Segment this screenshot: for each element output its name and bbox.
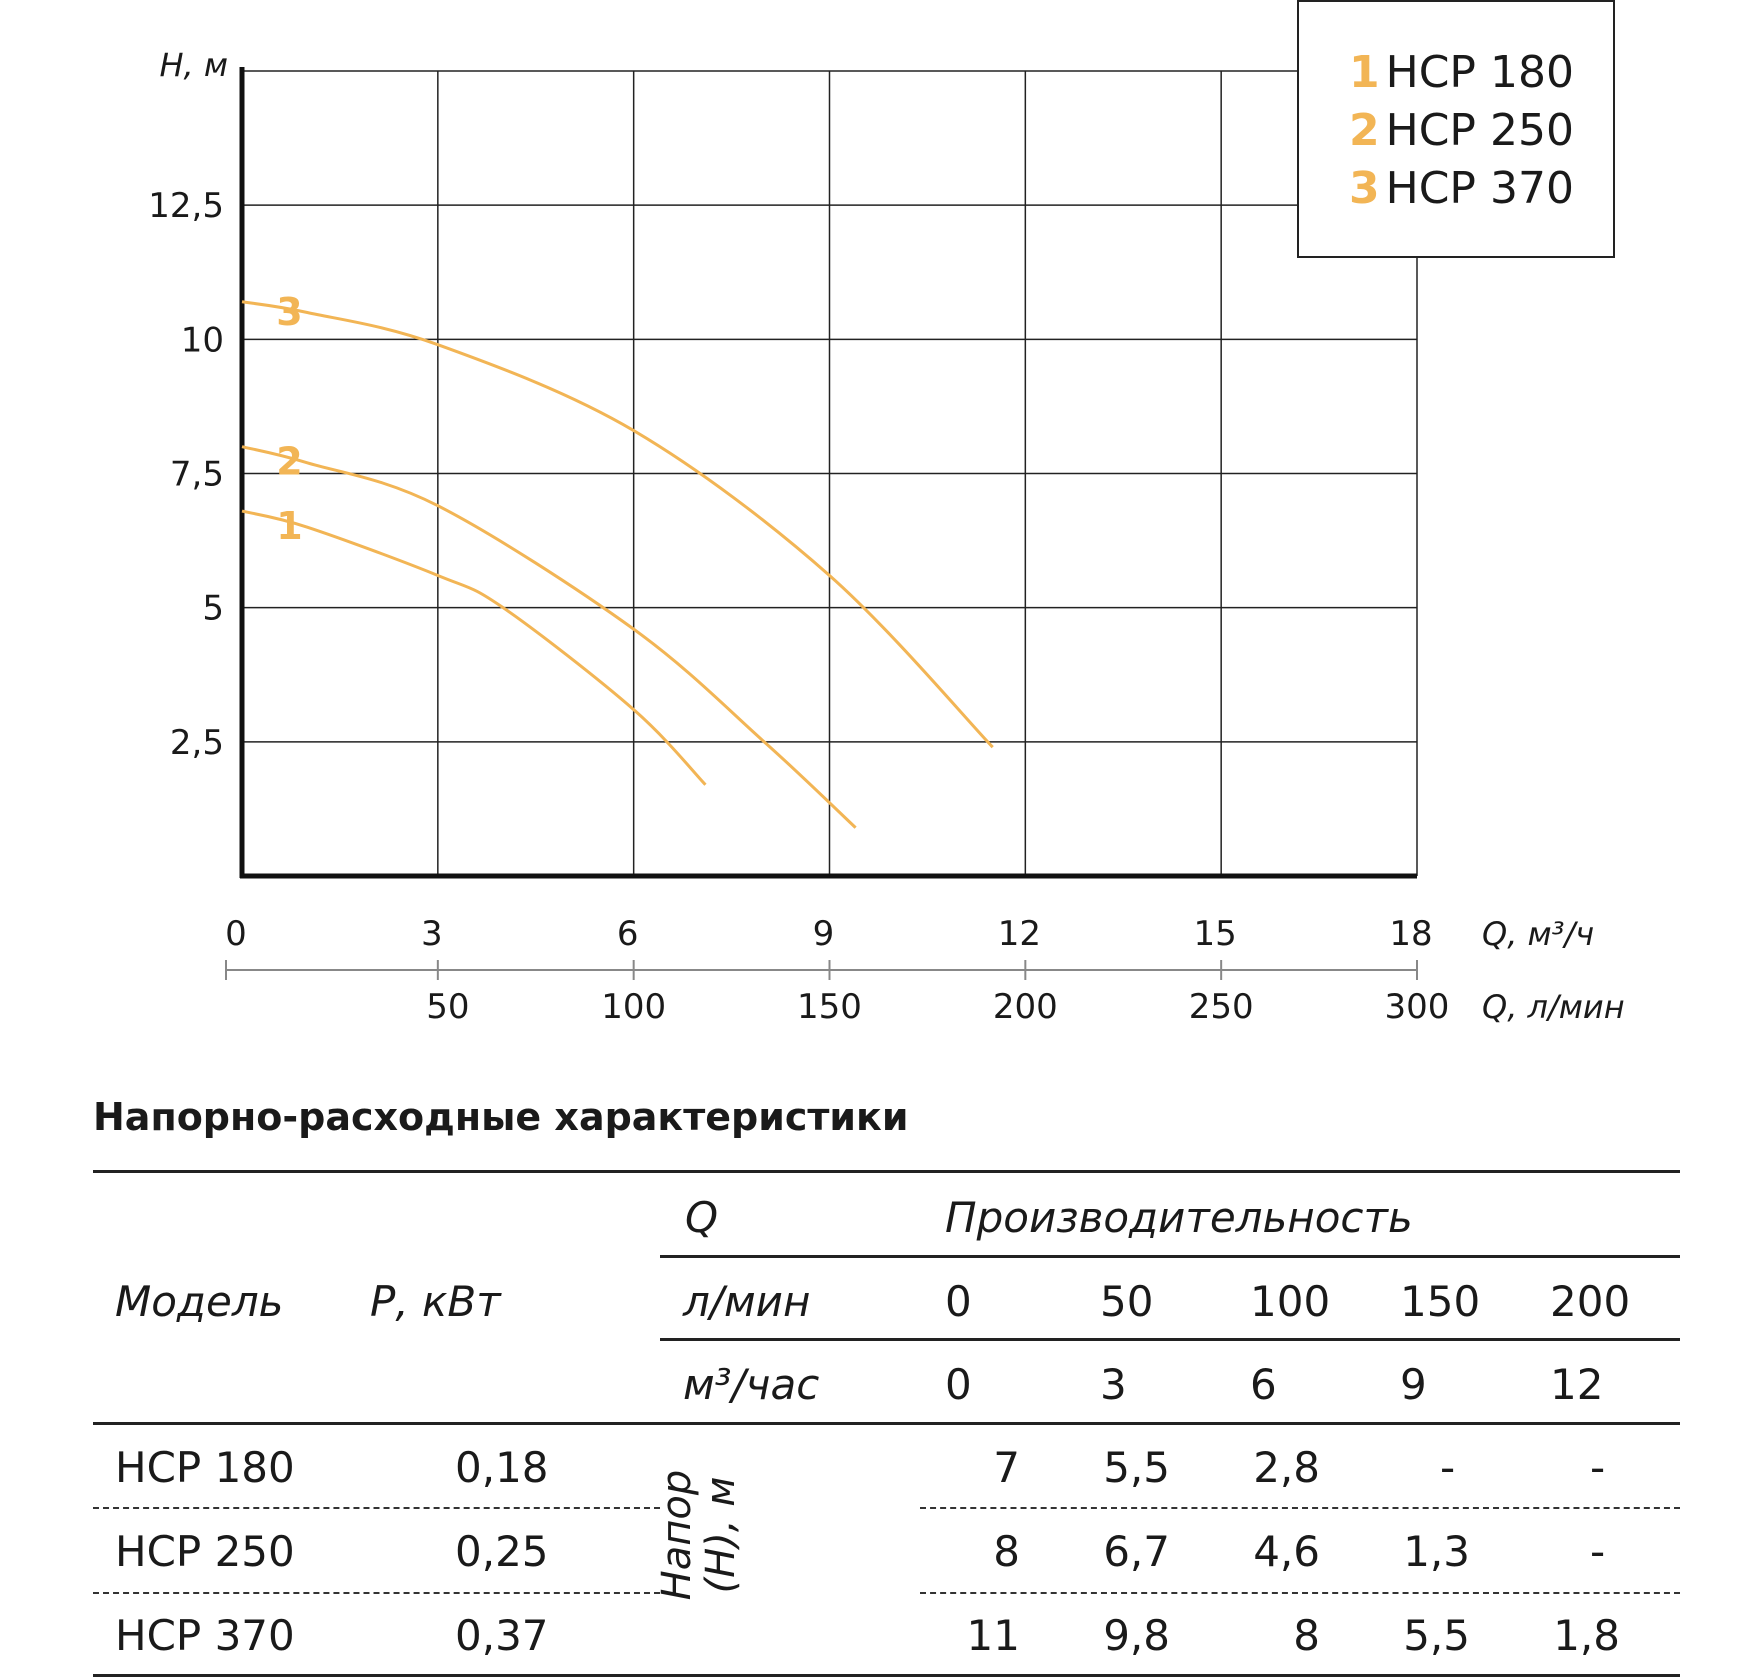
m3h-value: 0 xyxy=(945,1360,972,1409)
col-power-header: Р, кВт xyxy=(370,1277,501,1326)
row-model: НСР 180 xyxy=(115,1443,295,1492)
lmin-value: 150 xyxy=(1400,1277,1481,1326)
table-rule xyxy=(660,1338,1680,1341)
row-power: 0,25 xyxy=(455,1527,549,1576)
row-value: - xyxy=(1590,1443,1606,1492)
legend-label: НСР 250 xyxy=(1385,105,1574,156)
m3h-value: 9 xyxy=(1400,1360,1427,1409)
unit-m3h: м³/час xyxy=(683,1360,820,1409)
row-value: 9,8 xyxy=(1103,1611,1170,1660)
legend-num: 3 xyxy=(1349,163,1380,214)
x-tick-label: 15 xyxy=(1194,914,1237,954)
row-model: НСР 250 xyxy=(115,1527,295,1576)
m3h-value: 3 xyxy=(1100,1360,1127,1409)
row-power: 0,18 xyxy=(455,1443,549,1492)
y-axis-title: H, м xyxy=(159,46,228,84)
secondary-x-tick-label: 100 xyxy=(601,987,666,1027)
secondary-x-tick-label: 250 xyxy=(1189,987,1254,1027)
row-power: 0,37 xyxy=(455,1611,549,1660)
secondary-x-tick-label: 200 xyxy=(993,987,1058,1027)
x-tick-label: 18 xyxy=(1389,914,1432,954)
legend-label: НСР 180 xyxy=(1385,47,1574,98)
row-value: 5,5 xyxy=(1103,1443,1170,1492)
chart-curves xyxy=(241,300,994,829)
series-line-2 xyxy=(241,445,857,829)
row-value: - xyxy=(1440,1443,1456,1492)
row-model: НСР 370 xyxy=(115,1611,295,1660)
unit-lmin: л/мин xyxy=(683,1277,811,1326)
head-label-line2: (Н), м xyxy=(698,1476,744,1594)
table-bottom-rule xyxy=(93,1674,1680,1677)
col-model-header: Модель xyxy=(115,1277,284,1326)
secondary-x-tick-label: 300 xyxy=(1385,987,1450,1027)
lmin-value: 100 xyxy=(1250,1277,1331,1326)
lmin-value: 200 xyxy=(1550,1277,1631,1326)
secondary-x-axis-title: Q, л/мин xyxy=(1482,988,1625,1026)
series-label-1: 1 xyxy=(276,504,302,548)
series-label-3: 3 xyxy=(276,290,302,334)
row-value: 1,8 xyxy=(1553,1611,1620,1660)
row-value: 6,7 xyxy=(1103,1527,1170,1576)
head-label-line1: Напор xyxy=(654,1469,700,1601)
x-axis-title: Q, м³/ч xyxy=(1482,915,1594,953)
row-value: 5,5 xyxy=(1403,1611,1470,1660)
col-q-header: Q xyxy=(685,1193,719,1242)
legend-item-1: 1 НСР 180 xyxy=(1349,49,1574,97)
lmin-value: 0 xyxy=(945,1277,972,1326)
table-row-divider xyxy=(920,1507,1680,1509)
y-tick-label: 7,5 xyxy=(170,455,224,495)
lmin-value: 50 xyxy=(1100,1277,1154,1326)
chart-grid xyxy=(242,70,1418,876)
legend-item-3: 3 НСР 370 xyxy=(1349,165,1574,213)
table-top-rule xyxy=(93,1170,1680,1173)
row-value: - xyxy=(1590,1527,1606,1576)
row-value: 7 xyxy=(993,1443,1020,1492)
legend-label: НСР 370 xyxy=(1385,163,1574,214)
series-line-3 xyxy=(241,300,994,749)
row-value: 4,6 xyxy=(1253,1527,1320,1576)
x-tick-label: 9 xyxy=(813,914,835,954)
secondary-x-tick-label: 150 xyxy=(797,987,862,1027)
m3h-value: 12 xyxy=(1550,1360,1604,1409)
series-line-1 xyxy=(241,509,707,786)
y-tick-label: 2,5 xyxy=(170,723,224,763)
table-header-rule xyxy=(93,1422,1680,1425)
legend-num: 1 xyxy=(1349,47,1380,98)
row-value: 11 xyxy=(966,1611,1020,1660)
chart-axes xyxy=(225,67,1418,980)
series-label-2: 2 xyxy=(276,439,302,483)
table-row-divider xyxy=(93,1592,660,1594)
row-value: 8 xyxy=(993,1527,1020,1576)
legend-num: 2 xyxy=(1349,105,1380,156)
secondary-x-tick-label: 50 xyxy=(426,987,469,1027)
row-value: 2,8 xyxy=(1253,1443,1320,1492)
x-tick-label: 6 xyxy=(617,914,639,954)
y-tick-label: 12,5 xyxy=(148,186,224,226)
m3h-value: 6 xyxy=(1250,1360,1277,1409)
x-tick-label: 3 xyxy=(421,914,443,954)
x-tick-label: 0 xyxy=(225,914,247,954)
x-tick-label: 12 xyxy=(998,914,1041,954)
row-value: 1,3 xyxy=(1403,1527,1470,1576)
chart-legend: 1 НСР 180 2 НСР 250 3 НСР 370 xyxy=(1297,0,1615,258)
table-row-divider xyxy=(93,1507,660,1509)
table-title: Напорно-расходные характеристики xyxy=(93,1095,909,1139)
y-tick-label: 5 xyxy=(202,589,224,629)
head-label: Напор (Н), м xyxy=(654,1450,755,1620)
y-tick-label: 10 xyxy=(181,320,224,360)
col-perf-header: Производительность xyxy=(945,1193,1413,1242)
table-rule xyxy=(660,1255,1680,1258)
row-value: 8 xyxy=(1293,1611,1320,1660)
table-row-divider xyxy=(920,1592,1680,1594)
legend-item-2: 2 НСР 250 xyxy=(1349,107,1574,155)
